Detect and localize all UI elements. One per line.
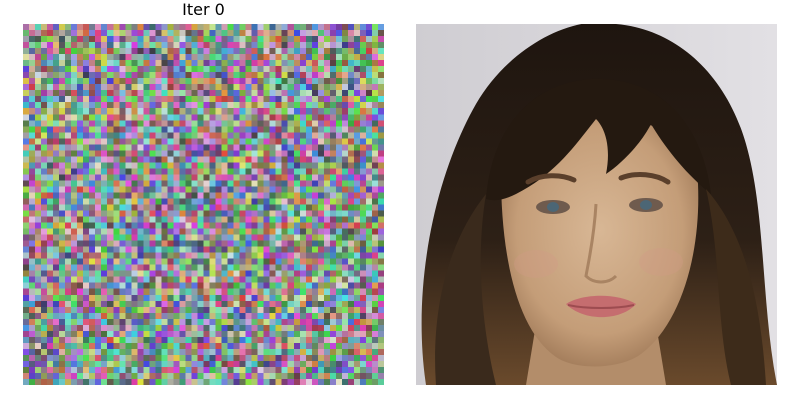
right-cheek [639, 248, 683, 276]
left-iris [547, 202, 559, 212]
face-image-panel [416, 24, 777, 385]
noise-image-panel [23, 24, 384, 385]
left-cheek [514, 250, 558, 278]
nose [584, 203, 618, 284]
left-panel-title: Iter 0 [182, 0, 225, 19]
face-skin [501, 119, 699, 367]
right-iris [640, 200, 652, 210]
face-image [416, 24, 777, 385]
lips [566, 295, 636, 318]
left-eyebrow [525, 173, 577, 185]
noise-image [23, 24, 384, 385]
hair-left-side [435, 194, 496, 385]
right-eyebrow [618, 172, 671, 185]
hair-bangs [486, 78, 711, 201]
hair-right-side [706, 189, 766, 385]
lip-line [567, 304, 635, 309]
